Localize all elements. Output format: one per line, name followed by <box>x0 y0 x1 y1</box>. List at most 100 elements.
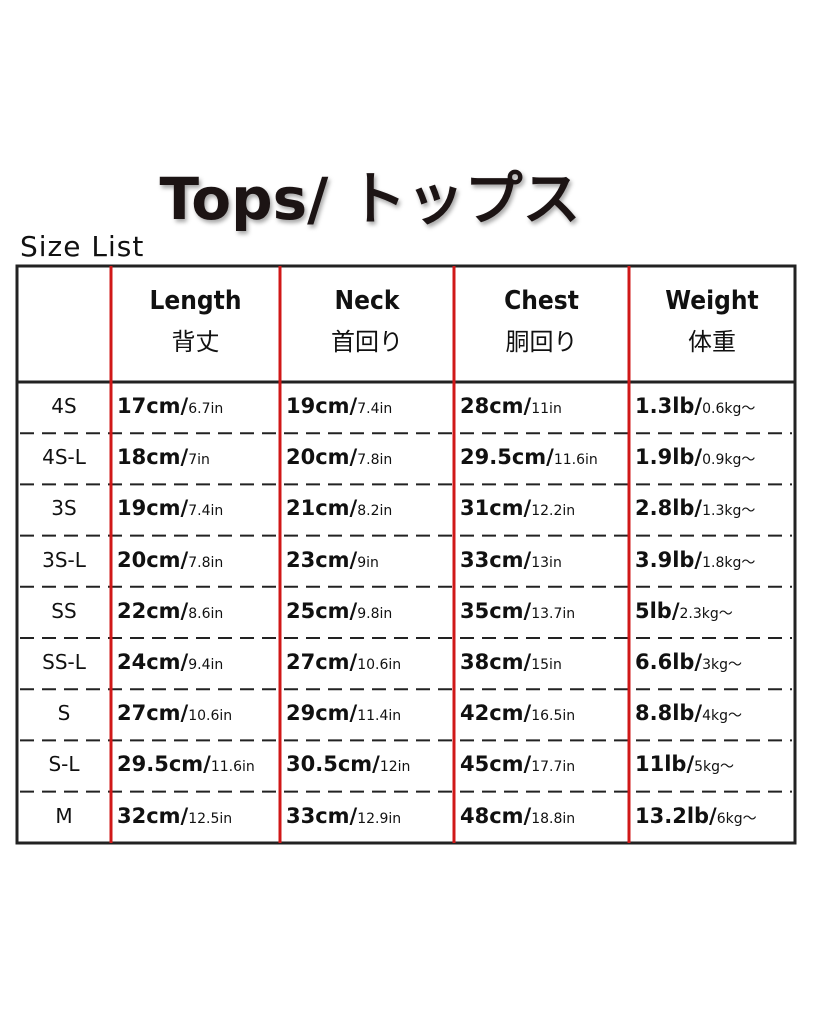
value-sub: 3kg～ <box>702 657 743 673</box>
value-main: 42cm/ <box>460 701 532 726</box>
size-label: 3S-L <box>42 547 86 572</box>
value-main: 28cm/ <box>460 394 532 418</box>
value-sub: 8.2in <box>357 503 393 520</box>
cell: 3.9lb/1.8kg～ <box>635 548 795 572</box>
cell: 1.3lb/0.6kg～ <box>635 394 795 418</box>
value-sub: 12.2in <box>531 503 576 520</box>
value-sub: 11.6in <box>210 759 255 776</box>
column-header: Chest 胴回り <box>454 286 629 357</box>
header-en: Chest <box>504 286 579 316</box>
size-label: 4S <box>51 394 77 418</box>
size-label: S <box>57 701 71 726</box>
cell: 31cm/12.2in <box>460 496 629 520</box>
value-main: 6.6lb/ <box>635 650 703 674</box>
cell: 45cm/17.7in <box>460 752 629 776</box>
value-main: 35cm/ <box>460 598 532 623</box>
cell: 33cm/13in <box>460 548 629 572</box>
cell: 27cm/10.6in <box>286 650 454 674</box>
value-sub: 6kg～ <box>716 810 757 827</box>
value-sub: 12.9in <box>357 810 402 827</box>
value-main: 27cm/ <box>117 701 189 726</box>
cell: 25cm/9.8in <box>286 599 454 623</box>
value-sub: 0.9kg～ <box>702 452 756 469</box>
value-main: 13.2lb/ <box>635 803 717 828</box>
value-main: 2.8lb/ <box>635 496 703 521</box>
value-main: 1.3lb/ <box>635 394 703 418</box>
cell: 11lb/5kg～ <box>635 752 795 776</box>
cell: 5lb/2.3kg～ <box>635 599 795 623</box>
size-label: 4S-L <box>42 445 86 470</box>
value-sub: 0.6kg～ <box>702 401 756 417</box>
value-sub: 12.5in <box>188 810 233 827</box>
cell: 30.5cm/12in <box>286 752 454 776</box>
value-sub: 11.6in <box>553 452 598 469</box>
cell: 20cm/7.8in <box>117 548 280 572</box>
value-sub: 7.8in <box>188 554 224 571</box>
value-sub: 13.7in <box>531 605 576 622</box>
value-sub: 9.4in <box>188 657 224 673</box>
value-main: 45cm/ <box>460 752 532 777</box>
value-sub: 7.4in <box>357 401 393 417</box>
value-sub: 17.7in <box>531 759 576 776</box>
cell: 35cm/13.7in <box>460 599 629 623</box>
value-main: 29.5cm/ <box>117 752 211 777</box>
size-label: S-L <box>48 752 80 777</box>
value-sub: 6.7in <box>188 401 224 417</box>
value-main: 5lb/ <box>635 598 680 623</box>
cell: 48cm/18.8in <box>460 804 629 828</box>
cell: 1.9lb/0.9kg～ <box>635 445 795 469</box>
value-sub: 9in <box>357 554 379 571</box>
table-border <box>15 264 797 845</box>
cell: 23cm/9in <box>286 548 454 572</box>
value-main: 33cm/ <box>286 803 358 828</box>
value-main: 32cm/ <box>117 803 189 828</box>
value-main: 38cm/ <box>460 650 532 674</box>
value-sub: 10.6in <box>357 657 402 673</box>
value-main: 33cm/ <box>460 547 532 572</box>
value-main: 23cm/ <box>286 547 358 572</box>
value-main: 3.9lb/ <box>635 547 703 572</box>
value-main: 20cm/ <box>286 445 358 470</box>
subtitle: Size List <box>20 230 145 263</box>
cell: 6.6lb/3kg～ <box>635 650 795 674</box>
value-main: 18cm/ <box>117 445 189 470</box>
cell: 21cm/8.2in <box>286 496 454 520</box>
value-sub: 11.4in <box>357 708 402 725</box>
value-sub: 11in <box>531 401 562 417</box>
cell: 32cm/12.5in <box>117 804 280 828</box>
column-header: Length 背丈 <box>111 286 280 357</box>
value-main: 48cm/ <box>460 803 532 828</box>
value-main: 17cm/ <box>117 394 189 418</box>
cell: 33cm/12.9in <box>286 804 454 828</box>
value-sub: 1.3kg～ <box>702 503 756 520</box>
value-main: 8.8lb/ <box>635 701 703 726</box>
header-ja: 胴回り <box>505 328 578 356</box>
column-header: Neck 首回り <box>280 286 454 357</box>
cell: 28cm/11in <box>460 394 629 418</box>
cell: 38cm/15in <box>460 650 629 674</box>
header-en: Weight <box>665 286 759 316</box>
value-main: 22cm/ <box>117 598 189 623</box>
size-label: SS-L <box>42 650 86 674</box>
value-sub: 7.4in <box>188 503 224 520</box>
value-sub: 16.5in <box>531 708 576 725</box>
cell: 2.8lb/1.3kg～ <box>635 496 795 520</box>
value-main: 29cm/ <box>286 701 358 726</box>
value-sub: 2.3kg～ <box>679 605 733 622</box>
value-main: 20cm/ <box>117 547 189 572</box>
column-header: Weight 体重 <box>629 286 795 357</box>
header-en: Neck <box>334 286 400 316</box>
cell: 29.5cm/11.6in <box>117 752 280 776</box>
cell: 42cm/16.5in <box>460 701 629 725</box>
value-sub: 9.8in <box>357 605 393 622</box>
cell: 13.2lb/6kg～ <box>635 804 795 828</box>
size-label: M <box>55 803 73 828</box>
value-main: 19cm/ <box>286 394 358 418</box>
value-sub: 10.6in <box>188 708 233 725</box>
value-sub: 12in <box>379 759 411 776</box>
value-main: 24cm/ <box>117 650 189 674</box>
value-sub: 18.8in <box>531 810 576 827</box>
cell: 18cm/7in <box>117 445 280 469</box>
